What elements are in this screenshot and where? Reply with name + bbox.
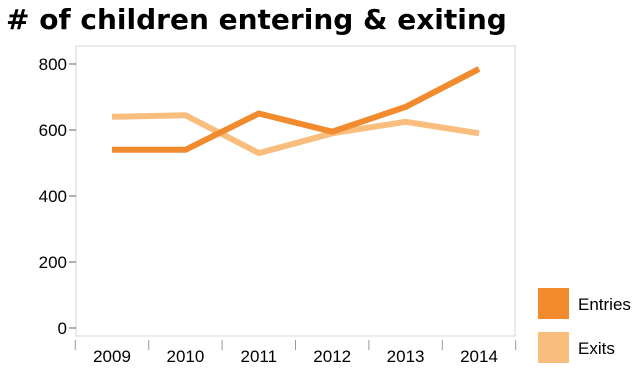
y-tick-label-600: 600 xyxy=(39,121,67,140)
series-line-exits xyxy=(111,112,480,157)
plot-frame xyxy=(75,45,516,337)
x-tick-label-2012: 2012 xyxy=(313,347,351,366)
legend-swatch-entries xyxy=(538,288,569,319)
y-tick-label-0: 0 xyxy=(58,319,67,338)
series-layer xyxy=(111,66,481,157)
series-line-entries xyxy=(112,66,481,153)
legend: Entries Exits xyxy=(538,288,631,363)
legend-label-exits: Exits xyxy=(578,339,615,358)
chart-title: # of children entering & exiting xyxy=(6,3,507,36)
x-axis: 2009 2010 2011 2012 2013 2014 xyxy=(74,340,517,366)
legend-label-entries: Entries xyxy=(578,295,631,314)
x-tick-label-2014: 2014 xyxy=(460,347,498,366)
y-tick-label-400: 400 xyxy=(39,187,67,206)
y-axis: 0 200 400 600 800 xyxy=(39,55,76,338)
x-tick-label-2009: 2009 xyxy=(93,347,131,366)
y-tick-label-200: 200 xyxy=(39,253,67,272)
y-tick-label-800: 800 xyxy=(39,55,67,74)
x-tick-label-2011: 2011 xyxy=(241,347,278,366)
legend-swatch-exits xyxy=(538,332,569,363)
x-tick-label-2013: 2013 xyxy=(387,347,425,366)
x-tick-label-2010: 2010 xyxy=(166,347,204,366)
plot-border xyxy=(75,45,516,337)
